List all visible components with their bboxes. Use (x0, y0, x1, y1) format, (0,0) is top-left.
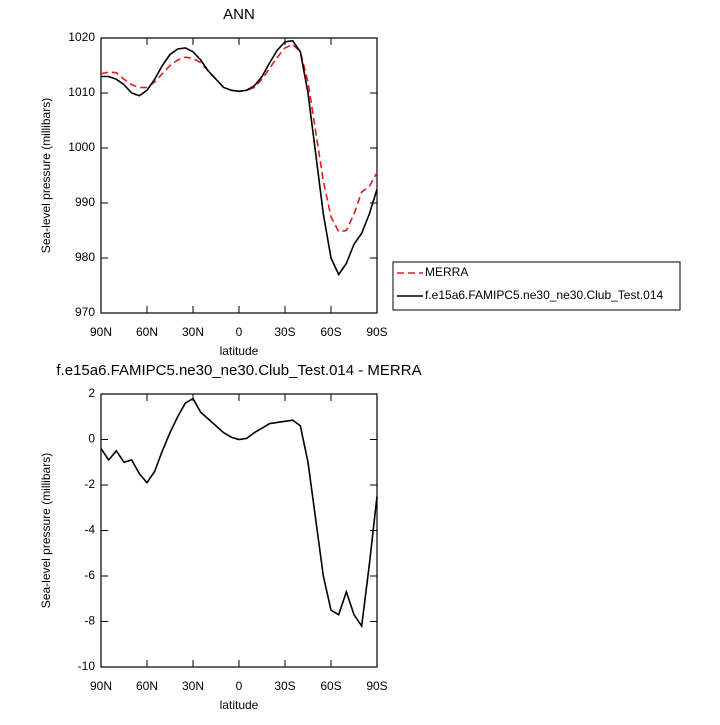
legend-label: f.e15a6.FAMIPC5.ne30_ne30.Club_Test.014 (425, 288, 663, 302)
x-tick-label: 60N (136, 679, 158, 693)
x-tick-label: 60N (136, 325, 158, 339)
y-tick-label: -4 (84, 523, 95, 537)
x-tick-label: 30S (274, 325, 295, 339)
y-tick-label: 980 (75, 250, 95, 264)
y-axis-label: Sea-level pressure (millibars) (39, 98, 53, 253)
y-axis-label: Sea-level pressure (millibars) (39, 453, 53, 608)
y-tick-label: -8 (84, 614, 95, 628)
x-tick-label: 60S (320, 325, 341, 339)
data-line (100, 43, 378, 233)
x-tick-label: 90N (90, 679, 112, 693)
plot-frame (100, 37, 378, 314)
y-tick-label: 2 (88, 386, 95, 400)
y-tick-label: -10 (78, 659, 96, 673)
y-tick-label: 1020 (68, 30, 95, 44)
x-tick-label: 90S (366, 679, 387, 693)
y-tick-label: 990 (75, 195, 95, 209)
chart-title: ANN (223, 6, 255, 23)
chart-title: f.e15a6.FAMIPC5.ne30_ne30.Club_Test.014 … (56, 362, 421, 379)
x-tick-label: 90S (366, 325, 387, 339)
x-tick-label: 30N (182, 679, 204, 693)
plot-frame (100, 393, 378, 668)
y-tick-label: -6 (84, 568, 95, 582)
x-tick-label: 90N (90, 325, 112, 339)
x-axis-label: latitude (220, 344, 259, 358)
x-axis-label: latitude (220, 698, 259, 712)
x-tick-label: 0 (236, 679, 243, 693)
y-tick-label: 970 (75, 305, 95, 319)
x-tick-label: 0 (236, 325, 243, 339)
data-line (100, 397, 378, 629)
y-tick-label: -2 (84, 477, 95, 491)
y-tick-label: 1000 (68, 140, 95, 154)
x-tick-label: 60S (320, 679, 341, 693)
x-tick-label: 30S (274, 679, 295, 693)
legend-label: MERRA (425, 265, 468, 279)
y-tick-label: 0 (88, 432, 95, 446)
x-tick-label: 30N (182, 325, 204, 339)
data-line (101, 39, 378, 277)
legend-box (392, 261, 681, 311)
y-tick-label: 1010 (68, 85, 95, 99)
